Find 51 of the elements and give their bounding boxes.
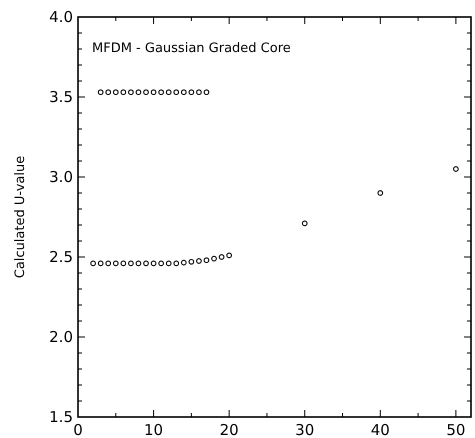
point <box>90 260 96 266</box>
x-tick-label: 0 <box>73 421 83 438</box>
point <box>453 166 459 172</box>
point <box>112 89 119 96</box>
point <box>128 89 134 96</box>
y-tick-label: 2.0 <box>49 328 73 346</box>
point <box>302 220 308 226</box>
y-tick-label: 3.5 <box>49 88 73 106</box>
y-tick-label: 3.0 <box>49 168 73 186</box>
point <box>196 258 202 264</box>
point <box>173 89 180 96</box>
y-tick-label: 1.5 <box>49 408 73 426</box>
point <box>98 260 104 266</box>
point <box>98 89 104 96</box>
y-axis-title: Calculated U-value <box>13 156 28 278</box>
y-tick-label: 2.5 <box>49 248 73 266</box>
point <box>150 89 156 96</box>
x-tick-label: 30 <box>295 421 314 438</box>
point <box>136 260 142 266</box>
point <box>196 89 202 96</box>
point <box>211 256 217 262</box>
point <box>158 89 164 96</box>
point <box>105 89 112 96</box>
point <box>188 89 194 96</box>
point <box>204 257 210 264</box>
point <box>120 260 126 266</box>
point <box>158 260 164 266</box>
point <box>188 258 194 265</box>
point <box>226 252 232 258</box>
point <box>143 89 149 96</box>
point <box>136 89 142 96</box>
point <box>150 260 156 266</box>
point <box>377 190 384 196</box>
point <box>120 89 126 96</box>
point <box>180 260 187 266</box>
x-tick-label: 50 <box>446 421 466 438</box>
x-tick-label: 40 <box>370 421 390 438</box>
point <box>105 260 112 266</box>
point <box>166 89 172 96</box>
point <box>218 254 224 260</box>
point <box>143 260 149 266</box>
point <box>204 89 210 96</box>
x-tick-label: 20 <box>220 421 239 438</box>
point <box>112 260 119 266</box>
y-tick-label: 4.0 <box>49 8 73 26</box>
annotation: MFDM - Gaussian Graded Core <box>92 41 291 56</box>
point <box>166 260 172 266</box>
point <box>180 89 187 96</box>
point <box>128 260 134 266</box>
point <box>173 260 180 266</box>
x-tick-label: 10 <box>144 421 164 438</box>
